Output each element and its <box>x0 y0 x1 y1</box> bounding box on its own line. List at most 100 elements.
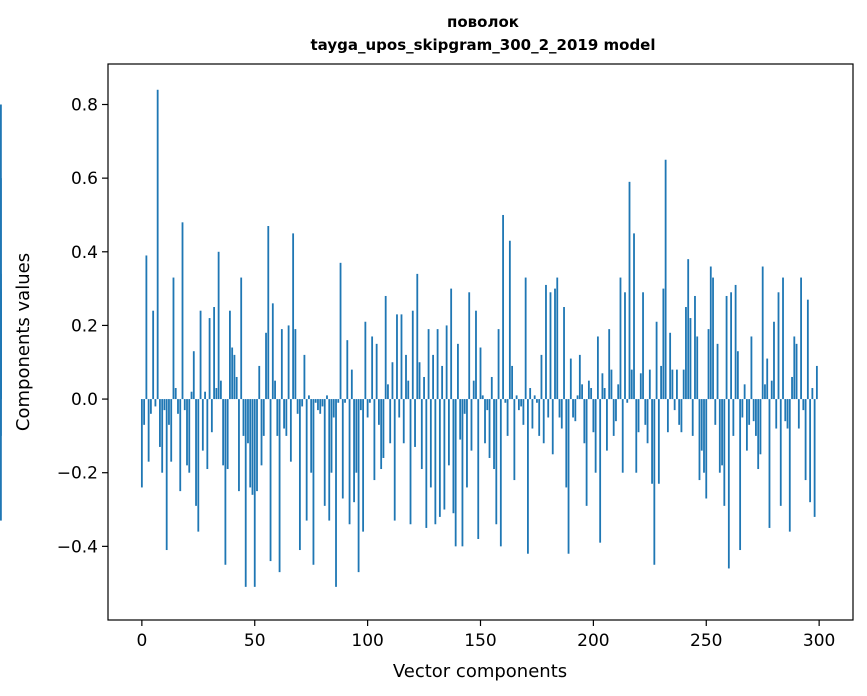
x-tick-label: 300 <box>803 631 835 651</box>
bar <box>447 399 450 466</box>
bar <box>497 329 500 400</box>
bar <box>594 399 597 473</box>
chart-title: поволок <box>447 13 519 31</box>
bar <box>759 399 762 455</box>
bar <box>140 399 143 488</box>
x-axis-label: Vector components <box>393 661 567 682</box>
bar <box>560 399 563 429</box>
bar <box>712 277 714 400</box>
bar <box>646 399 649 444</box>
bar <box>648 369 651 400</box>
bar <box>624 292 626 400</box>
bar <box>700 399 703 451</box>
bar <box>542 399 545 444</box>
bar <box>380 399 383 470</box>
bar <box>466 399 468 488</box>
y-axis-ticks: −0.4 −0.2 0.0 0.2 0.4 0.6 0.8 <box>57 96 108 557</box>
bar <box>576 395 579 400</box>
bar <box>606 399 608 451</box>
bar <box>231 347 234 400</box>
bar <box>314 399 317 403</box>
bar <box>479 347 482 400</box>
bar <box>348 399 351 525</box>
bar <box>233 354 236 400</box>
bar <box>554 288 556 400</box>
bar <box>364 321 367 400</box>
bar <box>804 399 807 481</box>
bar <box>556 277 559 400</box>
bar <box>378 399 380 425</box>
bar <box>260 399 263 466</box>
bar <box>283 399 285 429</box>
bar <box>709 266 712 400</box>
bar <box>402 399 405 444</box>
bar <box>341 399 344 499</box>
bar <box>653 399 656 565</box>
bar <box>396 314 398 400</box>
bar <box>657 399 660 484</box>
y-tick-label: 0.6 <box>71 169 98 189</box>
bar <box>628 181 631 400</box>
bar <box>723 399 726 506</box>
bar <box>368 399 371 403</box>
bar <box>154 399 157 407</box>
bar <box>362 399 365 532</box>
bar <box>651 399 653 484</box>
bar <box>371 336 374 400</box>
bar <box>472 380 475 400</box>
bar <box>755 399 757 436</box>
bar <box>596 336 599 400</box>
bar <box>149 399 152 414</box>
bar <box>289 399 292 462</box>
bar <box>204 391 206 400</box>
bar <box>727 399 730 569</box>
bar <box>305 399 308 521</box>
bar <box>567 399 570 554</box>
bar <box>229 310 231 400</box>
bar <box>705 399 708 499</box>
bar <box>454 399 457 547</box>
bar <box>718 399 721 473</box>
x-tick-label: 200 <box>577 631 609 651</box>
bar <box>745 399 748 451</box>
bar <box>247 399 249 444</box>
bar <box>739 399 742 551</box>
bar <box>357 399 360 573</box>
bar <box>777 292 780 400</box>
bar <box>806 299 809 400</box>
bar <box>244 399 247 587</box>
bar <box>784 399 787 422</box>
bar <box>676 369 678 400</box>
bar <box>635 399 638 473</box>
bar <box>669 332 672 400</box>
bar <box>258 365 261 400</box>
bar <box>764 384 766 400</box>
bar <box>310 399 313 473</box>
bar <box>303 354 306 400</box>
bar <box>748 399 751 425</box>
bar <box>671 369 674 400</box>
bar <box>195 399 197 506</box>
bar <box>696 336 699 400</box>
bar <box>694 295 696 400</box>
bar <box>436 329 439 400</box>
bar <box>558 399 561 418</box>
bar <box>572 399 574 418</box>
bar <box>253 399 256 587</box>
bar <box>414 399 416 447</box>
bar <box>420 399 423 470</box>
bar <box>219 380 222 400</box>
bar <box>280 329 283 400</box>
bar <box>545 284 547 400</box>
bar <box>332 399 335 418</box>
bar <box>484 399 486 444</box>
bar <box>815 365 818 400</box>
bar <box>335 399 337 587</box>
bar <box>527 399 529 554</box>
bar <box>520 399 523 407</box>
bar <box>339 262 342 400</box>
bar <box>578 354 581 400</box>
bar <box>551 399 554 455</box>
